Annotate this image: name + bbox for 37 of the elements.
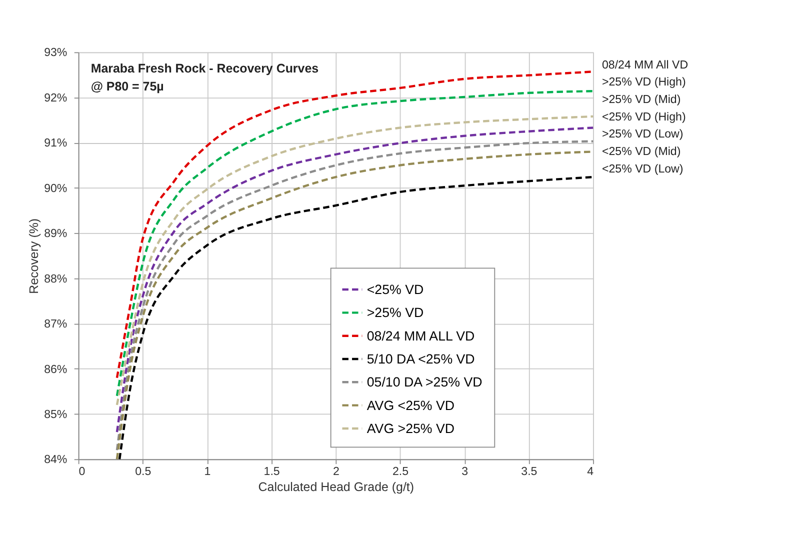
x-tick-label: 0.5 [135, 466, 152, 478]
y-tick-label: 84% [44, 454, 68, 466]
legend-label: <25% VD [366, 282, 424, 297]
y-tick-label: 93% [44, 47, 68, 60]
x-tick-label: 4 [587, 466, 594, 478]
legend-label: 05/10 DA >25% VD [366, 374, 482, 390]
x-tick-label: 3.5 [521, 466, 538, 478]
y-tick-label: 92% [44, 92, 68, 104]
text: <25% VD (High) [602, 111, 686, 124]
legend-label: 08/24 MM ALL VD [366, 328, 475, 344]
y-tick-label: 90% [44, 182, 68, 195]
text: >25% VD (High) [602, 76, 686, 89]
y-tick-label: 91% [44, 138, 68, 150]
x-tick-label: 1 [204, 466, 211, 478]
y-tick-label: 88% [44, 273, 68, 286]
legend-label: 5/10 DA <25% VD [366, 351, 475, 366]
y-tick-label: 86% [44, 364, 68, 376]
text: <25% VD (Mid) [602, 146, 681, 158]
legend-label: >25% VD [366, 305, 424, 320]
y-axis-title: Recovery (%) [26, 218, 41, 294]
text: @ P80 = 75µ [90, 80, 164, 94]
x-tick-label: 2 [332, 466, 340, 478]
y-tick-label: 85% [44, 408, 68, 421]
x-tick-label: 1.5 [264, 466, 280, 478]
x-tick-label: 3 [462, 466, 468, 478]
text: Maraba Fresh Rock - Recovery Curves [90, 62, 319, 76]
text: >25% VD (Mid) [602, 94, 681, 106]
x-tick-label: 2.5 [392, 466, 409, 478]
text: <25% VD (Low) [602, 163, 684, 176]
text: >25% VD (Low) [602, 128, 684, 141]
text: 08/24 MM All VD [602, 59, 688, 72]
legend-label: AVG >25% VD [366, 420, 455, 436]
y-tick-label: 89% [44, 228, 68, 240]
x-tick-label: 0 [78, 466, 86, 478]
x-axis-title: Calculated Head Grade (g/t) [258, 480, 414, 494]
legend-label: AVG <25% VD [366, 398, 455, 413]
y-tick-label: 87% [44, 318, 68, 331]
